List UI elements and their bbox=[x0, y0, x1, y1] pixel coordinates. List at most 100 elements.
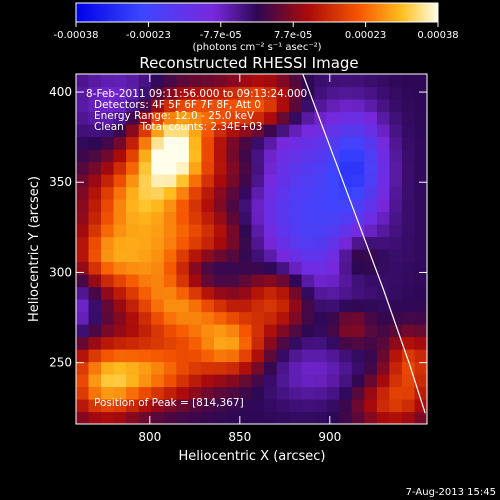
heatmap-cell bbox=[176, 336, 190, 350]
heatmap-cell bbox=[101, 236, 115, 250]
heatmap-cell bbox=[163, 361, 177, 375]
heatmap-cell bbox=[339, 111, 353, 125]
heatmap-cell bbox=[414, 336, 427, 350]
heatmap-cell bbox=[188, 174, 202, 188]
heatmap-cell bbox=[376, 99, 390, 113]
heatmap-cell bbox=[389, 274, 403, 288]
heatmap-cell bbox=[251, 249, 265, 263]
heatmap-cell bbox=[289, 274, 303, 288]
heatmap-cell bbox=[351, 361, 365, 375]
heatmap-cell bbox=[176, 199, 190, 213]
heatmap-cell bbox=[101, 136, 115, 150]
heatmap-cell bbox=[239, 261, 253, 275]
heatmap-cell bbox=[201, 299, 215, 313]
heatmap-cell bbox=[163, 149, 177, 163]
heatmap-cell bbox=[239, 336, 253, 350]
heatmap-cell bbox=[151, 286, 165, 300]
heatmap-cell bbox=[389, 411, 403, 424]
heatmap-cell bbox=[401, 411, 415, 424]
heatmap-cell bbox=[176, 174, 190, 188]
heatmap-cell bbox=[414, 199, 427, 213]
colorbar-unit-label: (photons cm⁻² s⁻¹ asec⁻²) bbox=[192, 42, 321, 53]
heatmap-cell bbox=[151, 386, 165, 400]
heatmap-cell bbox=[401, 311, 415, 325]
y-axis-label: Heliocentric Y (arcsec) bbox=[27, 176, 42, 322]
heatmap-cell bbox=[251, 149, 265, 163]
heatmap-cell bbox=[401, 361, 415, 375]
heatmap-cell bbox=[289, 361, 303, 375]
heatmap-cell bbox=[151, 311, 165, 325]
heatmap-cell bbox=[201, 361, 215, 375]
heatmap-cell bbox=[389, 149, 403, 163]
heatmap-cell bbox=[126, 349, 140, 363]
heatmap-cell bbox=[201, 274, 215, 288]
heatmap-cell bbox=[76, 86, 90, 100]
heatmap-cell bbox=[251, 111, 265, 125]
heatmap-cell bbox=[138, 74, 152, 88]
heatmap-cell bbox=[389, 74, 403, 88]
heatmap-cell bbox=[126, 249, 140, 263]
heatmap-cell bbox=[163, 311, 177, 325]
heatmap-cell bbox=[339, 236, 353, 250]
heatmap-cell bbox=[376, 199, 390, 213]
heatmap-cell bbox=[389, 361, 403, 375]
heatmap-cell bbox=[188, 374, 202, 388]
heatmap-cell bbox=[289, 86, 303, 100]
heatmap-cell bbox=[339, 299, 353, 313]
heatmap-cell bbox=[401, 149, 415, 163]
heatmap-cell bbox=[301, 411, 315, 424]
heatmap-cell bbox=[401, 136, 415, 150]
plot-frame bbox=[75, 73, 428, 425]
heatmap-cell bbox=[126, 186, 140, 200]
heatmap-cell bbox=[151, 324, 165, 338]
heatmap-cell bbox=[101, 399, 115, 413]
heatmap-cell bbox=[126, 211, 140, 225]
heatmap-cell bbox=[264, 399, 278, 413]
heatmap-cell bbox=[389, 199, 403, 213]
heatmap-cell bbox=[201, 149, 215, 163]
heatmap-cell bbox=[126, 311, 140, 325]
heatmap-cell bbox=[376, 324, 390, 338]
heatmap-cell bbox=[364, 299, 378, 313]
heatmap-cell bbox=[163, 161, 177, 175]
heatmap-cell bbox=[376, 299, 390, 313]
heatmap-cell bbox=[188, 286, 202, 300]
heatmap-cell bbox=[314, 324, 328, 338]
heatmap-cell bbox=[339, 174, 353, 188]
heatmap-cell bbox=[364, 186, 378, 200]
heatmap-cell bbox=[126, 361, 140, 375]
heatmap-cell bbox=[101, 274, 115, 288]
heatmap-cell bbox=[289, 411, 303, 424]
heatmap-cell bbox=[251, 399, 265, 413]
heatmap-cell bbox=[239, 249, 253, 263]
heatmap-cell bbox=[88, 86, 102, 100]
colorbar-tick-label: -7.7e-05 bbox=[200, 30, 242, 41]
heatmap-cell bbox=[289, 386, 303, 400]
heatmap-cell bbox=[201, 336, 215, 350]
heatmap-cell bbox=[188, 111, 202, 125]
heatmap-cell bbox=[201, 211, 215, 225]
heatmap-cell bbox=[314, 124, 328, 138]
heatmap-cell bbox=[376, 236, 390, 250]
heatmap-cell bbox=[176, 236, 190, 250]
heatmap-cell bbox=[251, 311, 265, 325]
heatmap-cell bbox=[326, 174, 340, 188]
heatmap-cell bbox=[264, 286, 278, 300]
heatmap-cell bbox=[251, 74, 265, 88]
heatmap-cell bbox=[276, 299, 290, 313]
heatmap-cell bbox=[88, 99, 102, 113]
heatmap-cell bbox=[226, 411, 240, 424]
heatmap-cell bbox=[101, 386, 115, 400]
heatmap-cell bbox=[113, 411, 127, 424]
heatmap-cell bbox=[113, 174, 127, 188]
heatmap-cell bbox=[239, 311, 253, 325]
heatmap-cell bbox=[389, 136, 403, 150]
heatmap-cell bbox=[113, 199, 127, 213]
heatmap-cell bbox=[276, 186, 290, 200]
heatmap-cell bbox=[339, 249, 353, 263]
heatmap-cell bbox=[126, 399, 140, 413]
heatmap-cell bbox=[389, 336, 403, 350]
y-tick-label: 300 bbox=[49, 265, 72, 279]
heatmap-cell bbox=[389, 111, 403, 125]
heatmap-cell bbox=[364, 336, 378, 350]
